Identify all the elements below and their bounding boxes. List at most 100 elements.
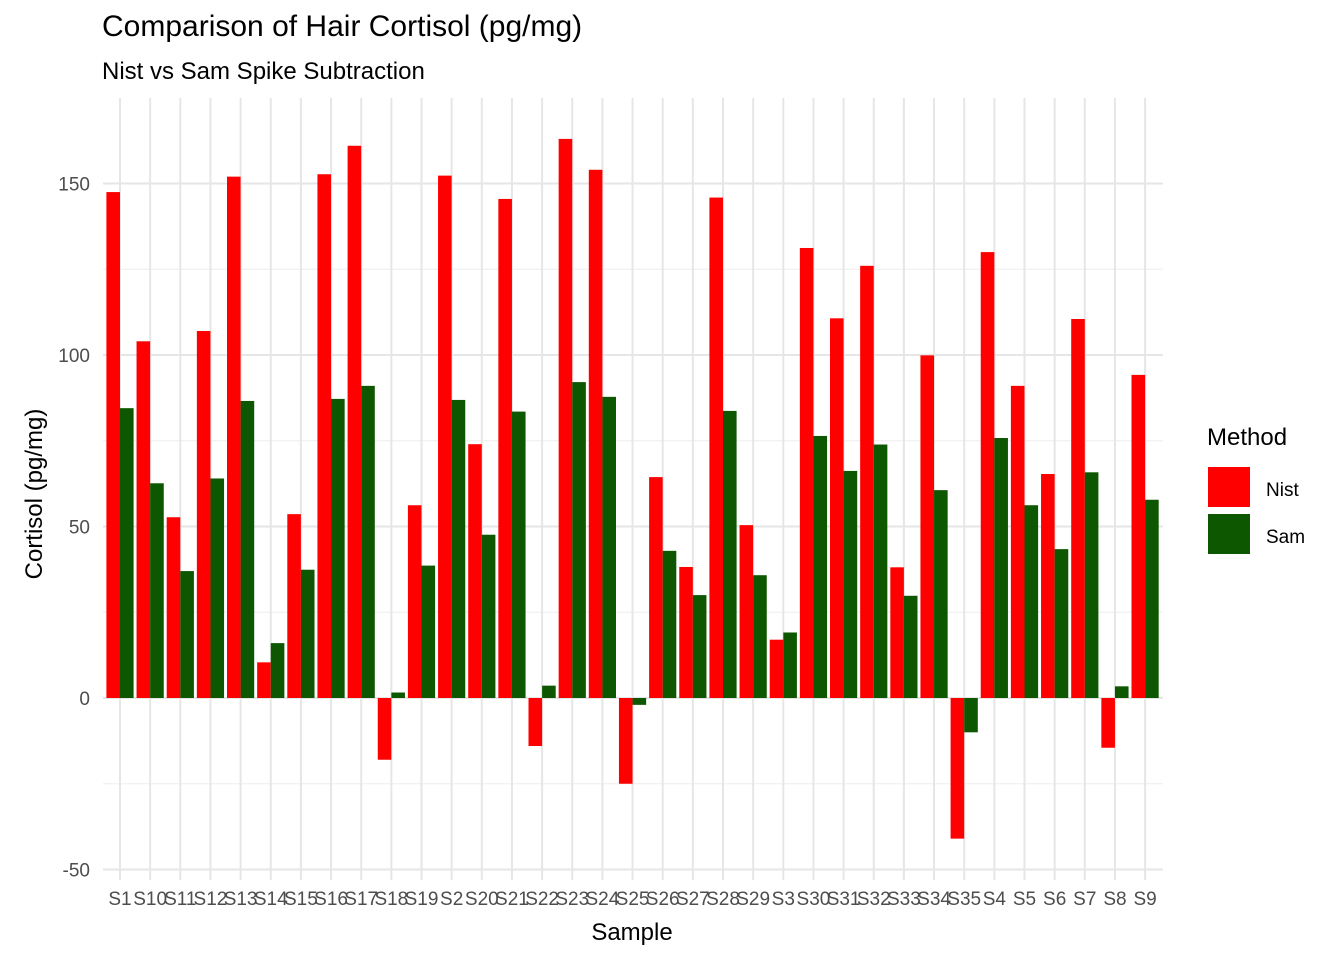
bar-nist-s13 xyxy=(227,176,241,698)
bar-sam-s4 xyxy=(994,438,1008,698)
x-tick-label: S18 xyxy=(374,889,408,910)
bar-sam-s17 xyxy=(361,385,375,698)
legend-label-nist: Nist xyxy=(1266,480,1299,501)
bar-nist-s11 xyxy=(166,517,181,698)
bar-sam-s1 xyxy=(120,408,134,698)
bar-sam-s26 xyxy=(662,550,677,698)
bar-sam-s27 xyxy=(692,595,707,698)
bars xyxy=(106,138,1159,839)
bar-sam-s31 xyxy=(843,470,858,698)
bar-nist-s1 xyxy=(106,192,120,698)
x-tick-label: S31 xyxy=(827,889,861,910)
x-tick-label: S24 xyxy=(585,889,619,910)
chart-title: Comparison of Hair Cortisol (pg/mg) xyxy=(102,10,583,43)
x-tick-label: S29 xyxy=(736,889,770,910)
bar-nist-s19 xyxy=(407,505,422,698)
bar-sam-s29 xyxy=(753,575,767,698)
bar-sam-s21 xyxy=(511,411,526,698)
x-tick-label: S19 xyxy=(405,889,439,910)
bar-nist-s23 xyxy=(558,138,573,698)
bar-sam-s14 xyxy=(270,643,285,698)
bar-nist-s33 xyxy=(890,567,904,698)
x-tick-label: S9 xyxy=(1133,889,1156,910)
legend-key-nist xyxy=(1208,467,1250,507)
bar-sam-s23 xyxy=(572,382,586,698)
bar-sam-s8 xyxy=(1114,686,1129,698)
bar-nist-s29 xyxy=(739,525,754,698)
bar-sam-s6 xyxy=(1054,549,1069,698)
bar-sam-s10 xyxy=(150,483,164,698)
y-tick-label: 0 xyxy=(79,689,90,710)
bar-nist-s32 xyxy=(860,265,874,698)
x-tick-label: S2 xyxy=(440,889,463,910)
bar-sam-s32 xyxy=(873,444,888,698)
legend: Method Nist Sam xyxy=(1207,424,1305,554)
bar-sam-s5 xyxy=(1024,505,1039,698)
bar-nist-s22 xyxy=(528,698,543,747)
x-tick-label: S4 xyxy=(983,889,1007,910)
x-tick-label: S20 xyxy=(465,889,499,910)
bar-nist-s4 xyxy=(980,252,995,698)
y-tick-label: 150 xyxy=(58,175,90,196)
bar-sam-s18 xyxy=(391,692,405,698)
bar-sam-s9 xyxy=(1145,499,1159,698)
bar-sam-s2 xyxy=(451,399,466,698)
bar-nist-s6 xyxy=(1041,474,1055,698)
x-tick-label: S8 xyxy=(1103,889,1126,910)
x-tick-label: S3 xyxy=(772,889,795,910)
x-tick-label: S15 xyxy=(284,889,318,910)
bar-sam-s11 xyxy=(180,571,194,698)
bar-nist-s26 xyxy=(649,477,663,698)
bar-nist-s20 xyxy=(468,444,482,698)
y-tick-label: -50 xyxy=(63,861,90,882)
bar-nist-s5 xyxy=(1010,385,1025,698)
bar-nist-s25 xyxy=(618,698,633,784)
bar-nist-s35 xyxy=(950,698,965,839)
x-tick-label: S10 xyxy=(133,889,167,910)
x-tick-label: S27 xyxy=(676,889,710,910)
x-tick-label: S12 xyxy=(194,889,228,910)
bar-sam-s34 xyxy=(934,490,948,698)
bar-sam-s28 xyxy=(723,410,737,698)
x-tick-label: S5 xyxy=(1013,889,1036,910)
y-tick-label: 50 xyxy=(69,518,90,539)
legend-key-sam xyxy=(1208,514,1250,554)
x-tick-label: S17 xyxy=(344,889,378,910)
x-tick-label: S35 xyxy=(947,889,981,910)
bar-nist-s31 xyxy=(830,318,844,698)
x-tick-label: S25 xyxy=(616,889,650,910)
bar-nist-s12 xyxy=(196,330,211,698)
bar-nist-s15 xyxy=(287,514,301,698)
bar-nist-s8 xyxy=(1101,698,1115,748)
bar-nist-s16 xyxy=(317,174,332,698)
bar-sam-s33 xyxy=(903,595,918,698)
legend-title: Method xyxy=(1207,424,1287,451)
x-tick-label: S14 xyxy=(254,889,288,910)
x-tick-label: S21 xyxy=(495,889,529,910)
x-tick-label: S32 xyxy=(857,889,891,910)
bar-sam-s7 xyxy=(1084,472,1099,698)
bar-nist-s2 xyxy=(438,175,452,699)
x-tick-label: S1 xyxy=(108,889,131,910)
bar-sam-s3 xyxy=(783,632,797,698)
x-tick-label: S22 xyxy=(525,889,559,910)
bar-sam-s16 xyxy=(331,398,345,698)
x-tick-label: S16 xyxy=(314,889,348,910)
x-tick-label: S26 xyxy=(646,889,680,910)
bar-sam-s13 xyxy=(240,400,255,698)
bar-sam-s20 xyxy=(481,534,496,698)
bar-sam-s15 xyxy=(300,569,315,698)
bar-nist-s27 xyxy=(679,566,693,698)
x-tick-label: S33 xyxy=(887,889,921,910)
x-tick-label: S11 xyxy=(164,889,196,910)
bar-nist-s34 xyxy=(920,355,935,698)
chart-subtitle: Nist vs Sam Spike Subtraction xyxy=(102,58,425,85)
bar-nist-s3 xyxy=(769,639,784,698)
x-tick-label: S7 xyxy=(1073,889,1096,910)
bar-sam-s22 xyxy=(542,685,556,698)
bar-sam-s12 xyxy=(210,478,225,698)
bar-nist-s30 xyxy=(799,247,814,698)
y-axis-ticks: -50 0 50 100 150 xyxy=(58,175,90,882)
